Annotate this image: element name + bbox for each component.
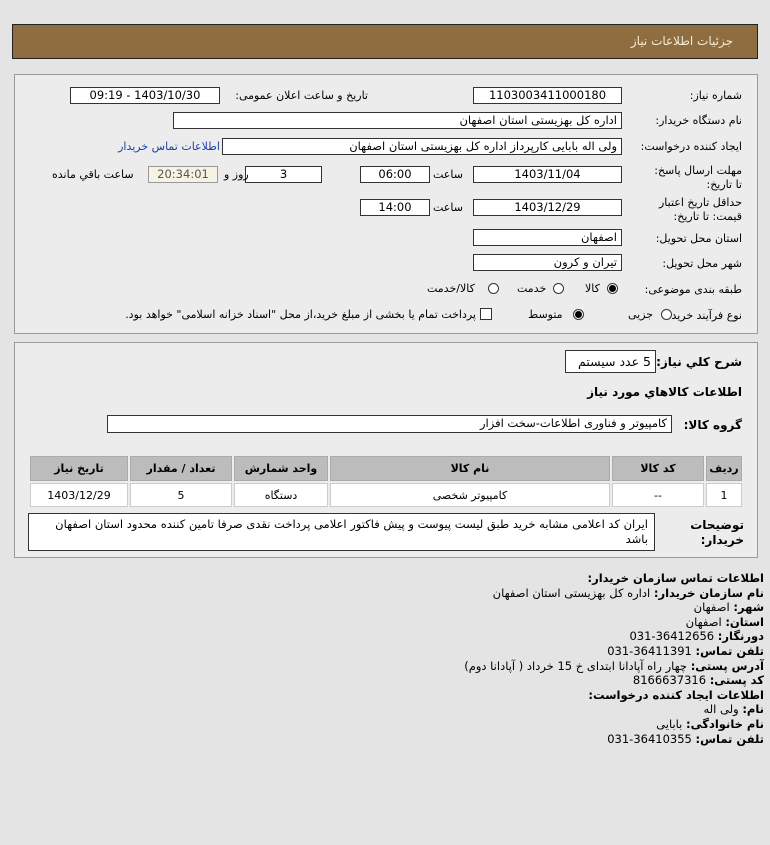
table-header-row: ردیف کد کالا نام کالا واحد شمارش تعداد /… [30, 456, 742, 481]
cell-goods-code: -- [612, 483, 704, 507]
category-label: طبقه بندی موضوعی: [644, 283, 742, 296]
cell-need-date: 1403/12/29 [30, 483, 128, 507]
buyer-contact-info: اطلاعات تماس سازمان خریدار: نام سازمان خ… [464, 571, 764, 746]
process-label: نوع فرآیند خرید : [664, 309, 742, 322]
cell-goods-name: کامپیوتر شخصی [330, 483, 610, 507]
contact-address: آدرس پستی: چهار راه آپادانا ابتدای خ 15 … [464, 658, 764, 673]
goods-table: ردیف کد کالا نام کالا واحد شمارش تعداد /… [28, 454, 744, 509]
creator-first-name: نام: ولی اله [703, 702, 765, 717]
category-service-radio[interactable] [553, 283, 564, 294]
buyer-notes-label: توضیحات خریدار: [690, 518, 744, 547]
contact-postal-code: کد پستی: 8166637316 [632, 673, 764, 688]
contact-fax: دورنگار: 031-36412656 [629, 629, 764, 644]
province-field[interactable]: اصفهان [473, 229, 622, 246]
announce-label: تاریخ و ساعت اعلان عمومی: [235, 89, 368, 102]
buyer-contact-link[interactable]: اطلاعات تماس خریدار [118, 140, 220, 153]
deadline-time-label: ساعت [433, 168, 463, 181]
table-row: 1 -- کامپیوتر شخصی دستگاه 5 1403/12/29 [30, 483, 742, 507]
deadline-date-field[interactable]: 1403/11/04 [473, 166, 622, 183]
creator-field[interactable]: ولی اله بابایی کارپرداز اداره کل بهزیستی… [222, 138, 622, 155]
remaining-time-field: 20:34:01 [148, 166, 218, 183]
process-medium-radio[interactable] [573, 309, 584, 320]
days-label: روز و [224, 168, 249, 181]
need-desc-field[interactable]: 5 عدد سیستم [565, 350, 656, 373]
creator-label: ایجاد کننده درخواست: [640, 140, 742, 153]
creator-phone: تلفن تماس: 031-36410355 [607, 731, 764, 746]
cell-unit: دستگاه [234, 483, 328, 507]
col-need-date: تاریخ نیاز [30, 456, 128, 481]
col-goods-name: نام کالا [330, 456, 610, 481]
cell-row-number: 1 [706, 483, 742, 507]
buyer-org-label: نام دستگاه خریدار: [655, 114, 742, 127]
contact-org: نام سازمان خریدار: اداره کل بهزیستی استا… [492, 585, 764, 600]
category-both-label: کالا/خدمت [427, 282, 475, 295]
remaining-label: ساعت باقي مانده [52, 168, 134, 181]
buyer-org-field[interactable]: اداره کل بهزیستی استان اصفهان [173, 112, 622, 129]
treasury-payment-checkbox[interactable] [480, 308, 492, 320]
validity-time-field[interactable]: 14:00 [360, 199, 430, 216]
cell-quantity: 5 [130, 483, 232, 507]
city-label: شهر محل تحویل: [662, 257, 742, 270]
page-header: جزئیات اطلاعات نیاز [12, 24, 758, 59]
need-number-field[interactable]: 1103003411000180 [473, 87, 622, 104]
days-field[interactable]: 3 [245, 166, 322, 183]
col-quantity: تعداد / مقدار [130, 456, 232, 481]
page-title: جزئیات اطلاعات نیاز [630, 34, 733, 48]
category-goods-radio[interactable] [607, 283, 618, 294]
col-unit: واحد شمارش [234, 456, 328, 481]
deadline-label: مهلت ارسال پاسخ: تا تاریخ: [654, 164, 742, 191]
city-field[interactable]: تیران و کرون [473, 254, 622, 271]
category-both-radio[interactable] [488, 283, 499, 294]
goods-group-label: گروه کالا: [683, 418, 742, 432]
creator-info-title: اطلاعات ایجاد کننده درخواست: [588, 687, 764, 702]
contact-city: شهر: اصفهان [693, 600, 764, 615]
buyer-notes-field: ایران کد اعلامی مشابه خرید طبق لیست پیوس… [28, 513, 655, 551]
process-medium-label: متوسط [528, 308, 563, 321]
need-number-label: شماره نیاز: [689, 89, 742, 102]
process-minor-label: جزیی [628, 308, 654, 321]
announce-field[interactable]: 1403/10/30 - 09:19 [70, 87, 220, 104]
need-desc-label: شرح كلي نياز: [656, 355, 742, 369]
validity-label: حداقل تاریخ اعتبار قیمت: تا تاریخ: [658, 196, 742, 223]
col-goods-code: کد کالا [612, 456, 704, 481]
category-goods-label: کالا [585, 282, 600, 295]
validity-time-label: ساعت [433, 201, 463, 214]
contact-phone: تلفن تماس: 031-36411391 [607, 643, 764, 658]
contact-title: اطلاعات تماس سازمان خریدار: [587, 571, 764, 585]
creator-last-name: نام خانوادگی: بابایی [656, 716, 764, 731]
col-row-number: ردیف [706, 456, 742, 481]
goods-group-field[interactable]: کامپیوتر و فناوری اطلاعات-سخت افزار [107, 415, 672, 433]
treasury-payment-label: پرداخت تمام یا بخشی از مبلغ خرید،از محل … [125, 308, 476, 321]
validity-date-field[interactable]: 1403/12/29 [473, 199, 622, 216]
province-label: استان محل تحویل: [655, 232, 742, 245]
deadline-time-field[interactable]: 06:00 [360, 166, 430, 183]
category-service-label: خدمت [517, 282, 547, 295]
process-minor-radio[interactable] [661, 309, 672, 320]
contact-province: استان: اصفهان [685, 614, 764, 629]
goods-info-title: اطلاعات كالاهاي مورد نياز [587, 385, 742, 399]
